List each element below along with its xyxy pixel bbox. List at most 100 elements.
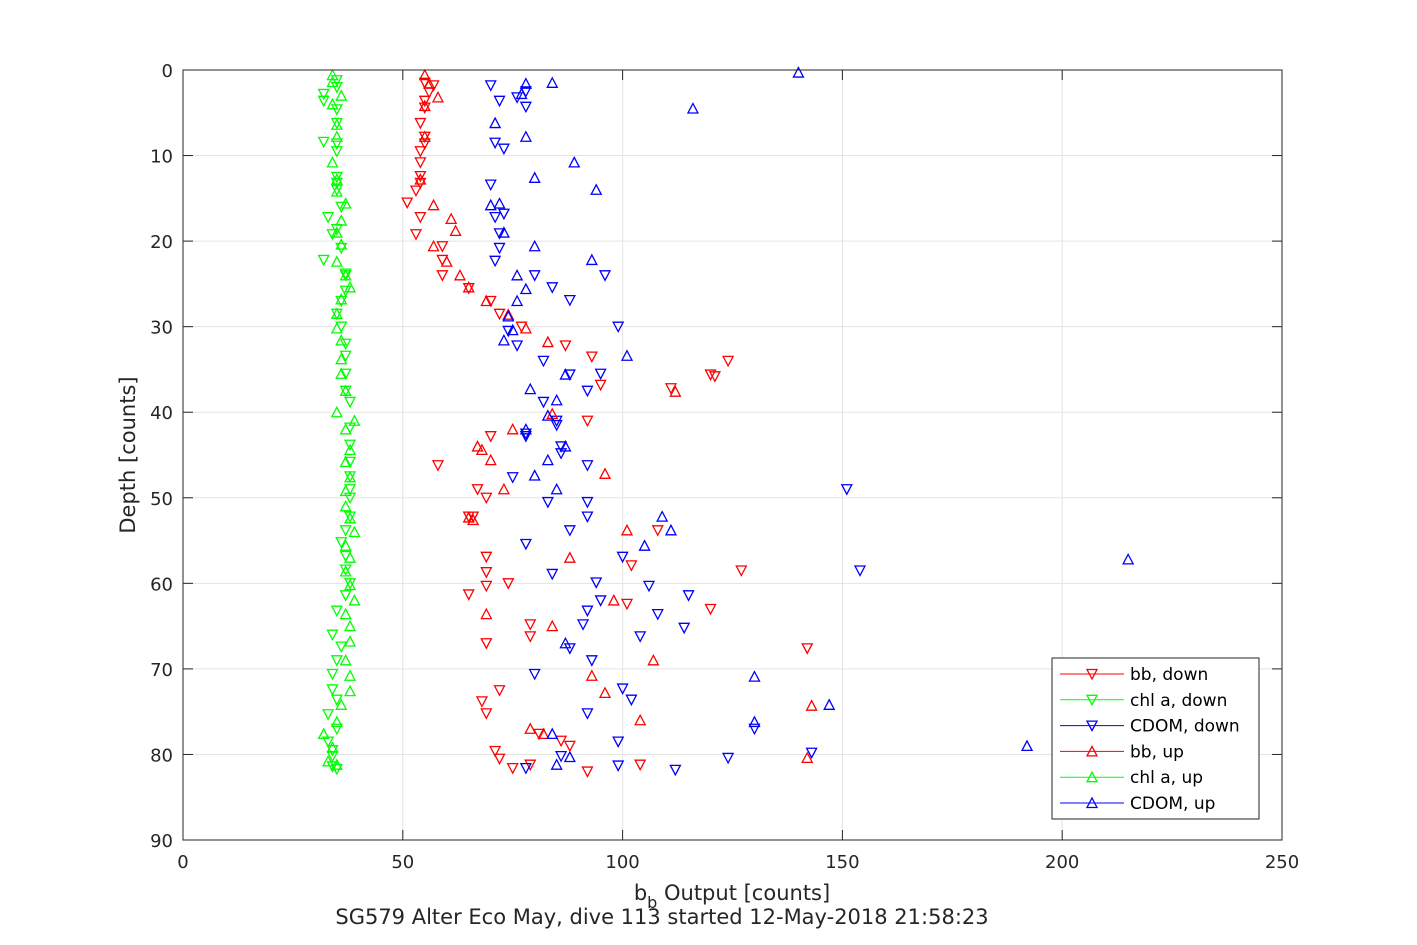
data-point [326, 156, 339, 168]
data-point [335, 333, 348, 346]
data-point [317, 136, 330, 149]
legend-marker [1085, 770, 1099, 783]
data-point [664, 523, 678, 536]
data-point [330, 605, 343, 618]
data-point [326, 668, 339, 681]
data-point [330, 715, 343, 728]
data-point [330, 185, 343, 197]
x-axis-ticks: 0 50 100 150 200 250 [177, 70, 1299, 873]
y-tick-label: 30 [150, 318, 173, 339]
data-point [330, 758, 343, 770]
data-point [414, 170, 427, 183]
data-point [550, 482, 563, 495]
data-point [506, 323, 519, 336]
data-point [475, 443, 489, 456]
data-point [343, 578, 357, 591]
data-point [620, 598, 634, 611]
data-point [519, 282, 532, 295]
data-point [330, 723, 343, 736]
data-point [722, 752, 735, 765]
data-point [748, 723, 761, 736]
data-point [480, 551, 493, 564]
data-point [343, 551, 357, 563]
data-point [326, 745, 339, 757]
data-point [616, 551, 629, 564]
data-point [581, 496, 594, 509]
data-point [568, 156, 581, 168]
data-point [708, 371, 721, 383]
data-point [339, 455, 352, 467]
data-point [431, 460, 445, 472]
data-point [634, 713, 647, 726]
y-axis-ticks: 0 10 20 30 40 50 60 70 80 90 [150, 61, 1282, 852]
data-point [590, 577, 603, 589]
data-point [330, 405, 343, 418]
data-point [335, 242, 348, 255]
data-point [686, 102, 700, 114]
data-point [480, 607, 493, 620]
data-point [515, 87, 528, 100]
data-point [427, 239, 440, 252]
data-point [722, 355, 735, 368]
data-point [343, 669, 357, 681]
data-point [335, 89, 348, 101]
data-point [339, 590, 352, 602]
data-point [594, 379, 607, 392]
legend-label: chl a, up [1130, 768, 1203, 788]
data-point [335, 214, 348, 226]
data-point [519, 321, 532, 334]
data-point [546, 727, 559, 740]
data-point [321, 709, 335, 721]
series-3 [414, 68, 818, 764]
legend-marker [1085, 745, 1099, 757]
data-point [823, 698, 836, 710]
data-point [598, 467, 612, 479]
data-point [339, 338, 352, 351]
data-point [418, 102, 431, 115]
data-point [528, 668, 541, 681]
data-point [840, 484, 853, 496]
data-point [594, 368, 607, 381]
data-point [330, 177, 343, 190]
data-point [414, 177, 427, 190]
data-point [480, 638, 493, 650]
data-point [335, 238, 348, 250]
data-point [576, 619, 590, 631]
data-point [704, 603, 717, 616]
data-point [581, 511, 594, 523]
data-point [330, 138, 343, 150]
data-point [559, 440, 572, 452]
data-point [471, 484, 484, 496]
data-point [339, 525, 352, 537]
y-tick-label: 60 [150, 574, 173, 595]
data-point [436, 270, 449, 282]
data-point [612, 736, 625, 749]
data-point [339, 564, 352, 577]
data-point [664, 383, 678, 395]
data-point [436, 241, 449, 253]
data-point [414, 157, 427, 169]
legend-label: bb, down [1130, 665, 1208, 685]
legend-box [1051, 657, 1260, 820]
data-point [511, 92, 524, 104]
data-point [484, 80, 497, 92]
data-point [669, 764, 682, 777]
data-point [431, 90, 445, 103]
data-point [537, 396, 550, 409]
data-point [511, 268, 524, 281]
data-point [541, 409, 554, 421]
data-point [449, 224, 462, 236]
data-point [563, 369, 576, 381]
data-point [651, 608, 664, 621]
data-point [343, 443, 357, 456]
data-point [528, 469, 541, 481]
data-point [519, 77, 532, 89]
data-point [335, 367, 348, 379]
data-point [326, 684, 339, 696]
data-point [638, 539, 651, 551]
data-point [519, 762, 532, 775]
data-point [484, 295, 497, 308]
data-point [484, 431, 497, 443]
data-point [401, 197, 414, 210]
